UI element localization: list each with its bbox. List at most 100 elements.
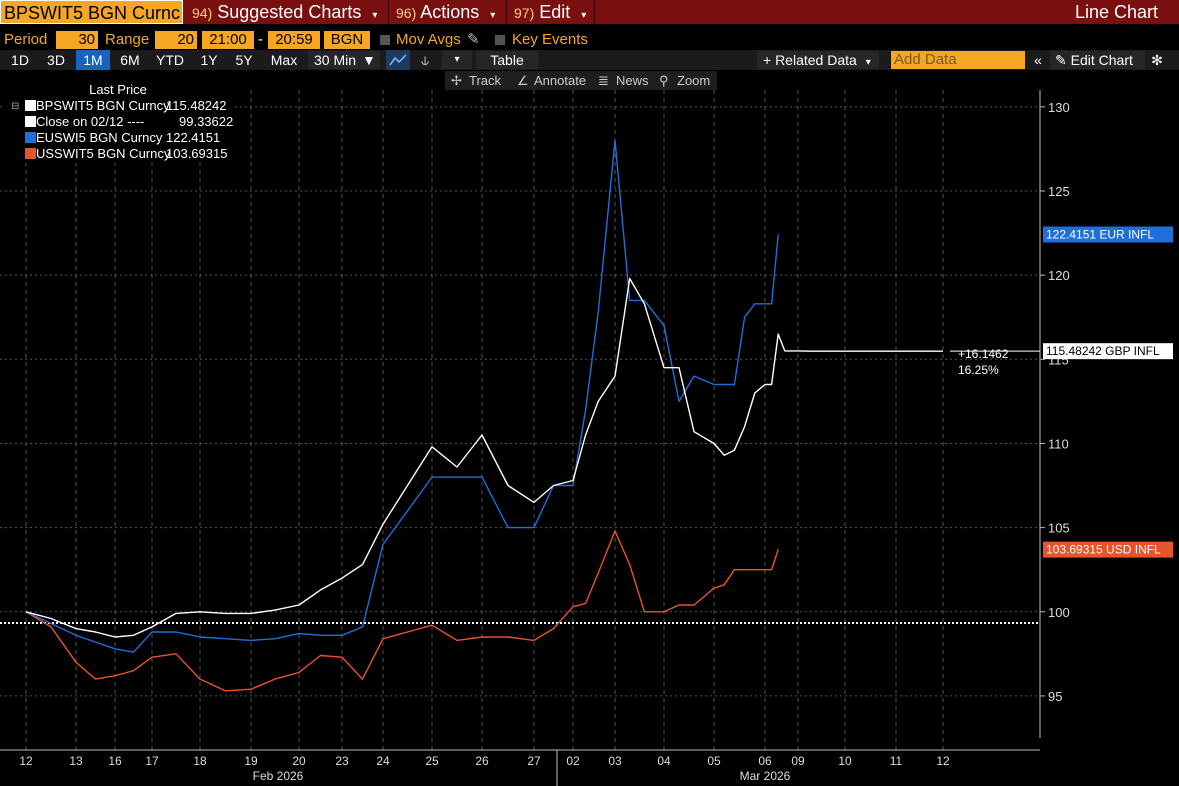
x-tick-label: 10 (838, 754, 852, 768)
y-tick-label: 120 (1048, 268, 1070, 283)
settings-bar: Period 30 Range 20 21:00 - 20:59 BGN Mov… (0, 30, 1179, 50)
legend-swatch (25, 116, 36, 127)
zoom-button[interactable]: Zoom (677, 73, 711, 88)
source-input[interactable]: BGN (324, 31, 370, 49)
dropdown-arrow-icon: ▾ (490, 10, 496, 21)
y-tick-label: 115 (1048, 352, 1069, 367)
legend-name: EUSWI5 BGN Curncy (36, 130, 163, 145)
table-button[interactable]: Table (476, 51, 538, 69)
zoom-icon: ⚲ (659, 73, 669, 88)
range-max-button[interactable]: Max (270, 52, 298, 68)
x-tick-label: 24 (376, 754, 390, 768)
dropdown-arrow-icon: ▾ (865, 57, 871, 68)
line-chart-icon[interactable] (386, 50, 410, 70)
menu-number: 94) (192, 5, 213, 21)
x-tick-label: 26 (475, 754, 489, 768)
x-tick-label: 09 (791, 754, 805, 768)
last-value-tag (1043, 343, 1173, 360)
menu-label: Actions (420, 2, 480, 22)
range-label: Range (105, 31, 150, 48)
gear-icon[interactable]: ✻ (1151, 52, 1163, 68)
x-tick-label: 04 (657, 754, 671, 768)
period-label: Period (4, 31, 48, 48)
dropdown-arrow-icon: ▾ (581, 10, 587, 21)
bar-chart-icon[interactable]: ⫝ (420, 52, 430, 68)
range-ytd-button[interactable]: YTD (156, 52, 184, 68)
actions-menu[interactable]: 96) Actions ▾ (396, 0, 495, 24)
last-value-tag (1043, 541, 1173, 558)
end-time-input[interactable]: 20:59 (268, 31, 320, 49)
track-button[interactable]: Track (469, 73, 502, 88)
annotate-button[interactable]: Annotate (534, 73, 587, 88)
chart-legend: Last Price ⊟ BPSWIT5 BGN Curncy 115.4824… (4, 81, 233, 163)
news-button[interactable]: News (616, 73, 649, 88)
last-value-tag-label: 103.69315 USD INFL (1046, 543, 1161, 557)
legend-value: 103.69315 (166, 146, 228, 161)
x-tick-label: 16 (108, 754, 122, 768)
add-data-input[interactable]: Add Data (891, 51, 1025, 69)
range-6m-button[interactable]: 6M (120, 52, 140, 68)
start-time-input[interactable]: 21:00 (202, 31, 254, 49)
key-events-checkbox[interactable] (495, 35, 505, 45)
x-tick-label: 05 (707, 754, 721, 768)
annotate-icon: ∠ (517, 73, 529, 88)
usd-series-line (25, 530, 779, 692)
crosshair-icon: ✢ (451, 73, 462, 88)
pencil-icon: ✎ (1055, 52, 1067, 68)
edit-chart-button[interactable]: ✎ Edit Chart (1050, 51, 1145, 69)
x-tick-label: 18 (193, 754, 207, 768)
change-abs-label: +16.1462 (958, 347, 1009, 361)
y-tick-label: 100 (1048, 605, 1070, 620)
menu-label: Edit (539, 2, 571, 22)
x-axis: 12 13 16 17 18 19 20 23 24 25 26 27 02 03 04 05 06 09 10 11… (0, 749, 1040, 786)
x-tick-label: 17 (145, 754, 159, 768)
x-tick-label: 25 (425, 754, 439, 768)
x-tick-label: 27 (527, 754, 541, 768)
range-1m-button[interactable]: 1M (76, 50, 110, 70)
separator (388, 0, 389, 24)
mov-avgs-checkbox[interactable] (380, 35, 390, 45)
pencil-icon[interactable]: ✎ (467, 31, 480, 48)
interval-label: 30 Min (314, 52, 357, 68)
range-input[interactable]: 20 (155, 31, 197, 49)
x-tick-label: 19 (244, 754, 258, 768)
last-value-tag-label: 122.4151 EUR INFL (1046, 227, 1154, 241)
y-tick-label: 95 (1048, 689, 1062, 704)
menu-number: 97) (514, 5, 535, 21)
gbp-series-line (25, 277, 943, 638)
x-tick-label: 02 (566, 754, 580, 768)
chart-type-label: Line Chart (1074, 2, 1158, 22)
x-tick-label: 11 (890, 754, 903, 768)
menu-number: 96) (396, 5, 417, 21)
menu-label: Suggested Charts (217, 2, 362, 22)
legend-header: Last Price (89, 82, 147, 97)
ticker-field[interactable]: BPSWIT5 BGN Curnc (0, 0, 183, 24)
chart-style-dropdown-icon[interactable]: ▾ (442, 51, 472, 69)
range-5y-button[interactable]: 5Y (235, 52, 253, 68)
range-1y-button[interactable]: 1Y (200, 52, 218, 68)
range-3d-button[interactable]: 3D (47, 52, 65, 68)
suggested-charts-menu[interactable]: 94) Suggested Charts ▾ (192, 0, 377, 24)
legend-swatch (25, 132, 36, 143)
last-value-tag-label: 115.48242 GBP INFL (1046, 344, 1160, 358)
x-tick-label: 03 (608, 754, 622, 768)
time-dash: - (258, 31, 263, 48)
top-menu-bar: BPSWIT5 BGN Curnc 94) Suggested Charts ▾… (0, 0, 1179, 24)
y-tick-label: 105 (1048, 521, 1070, 536)
related-data-button[interactable]: + Related Data ▾ (757, 51, 879, 69)
y-tick-label: 130 (1048, 100, 1070, 115)
x-tick-label: 12 (936, 754, 950, 768)
legend-value: 115.48242 (166, 98, 227, 113)
key-events-label: Key Events (512, 31, 588, 48)
collapse-chevron-icon[interactable]: « (1034, 52, 1042, 68)
change-pct-label: 16.25% (958, 363, 999, 377)
interval-select[interactable]: 30 Min ▼ (308, 51, 380, 69)
x-tick-label: 06 (758, 754, 772, 768)
last-value-tags: 115.48242 GBP INFL 122.4151 EUR INFL 103.6… (950, 226, 1173, 558)
period-input[interactable]: 30 (56, 31, 98, 49)
legend-name: USSWIT5 BGN Curncy (36, 146, 171, 161)
edit-menu[interactable]: 97) Edit ▾ (514, 0, 586, 24)
legend-collapse-icon[interactable]: ⊟ (11, 101, 20, 112)
x-month-label: Feb 2026 (253, 769, 304, 783)
range-1d-button[interactable]: 1D (11, 52, 29, 68)
